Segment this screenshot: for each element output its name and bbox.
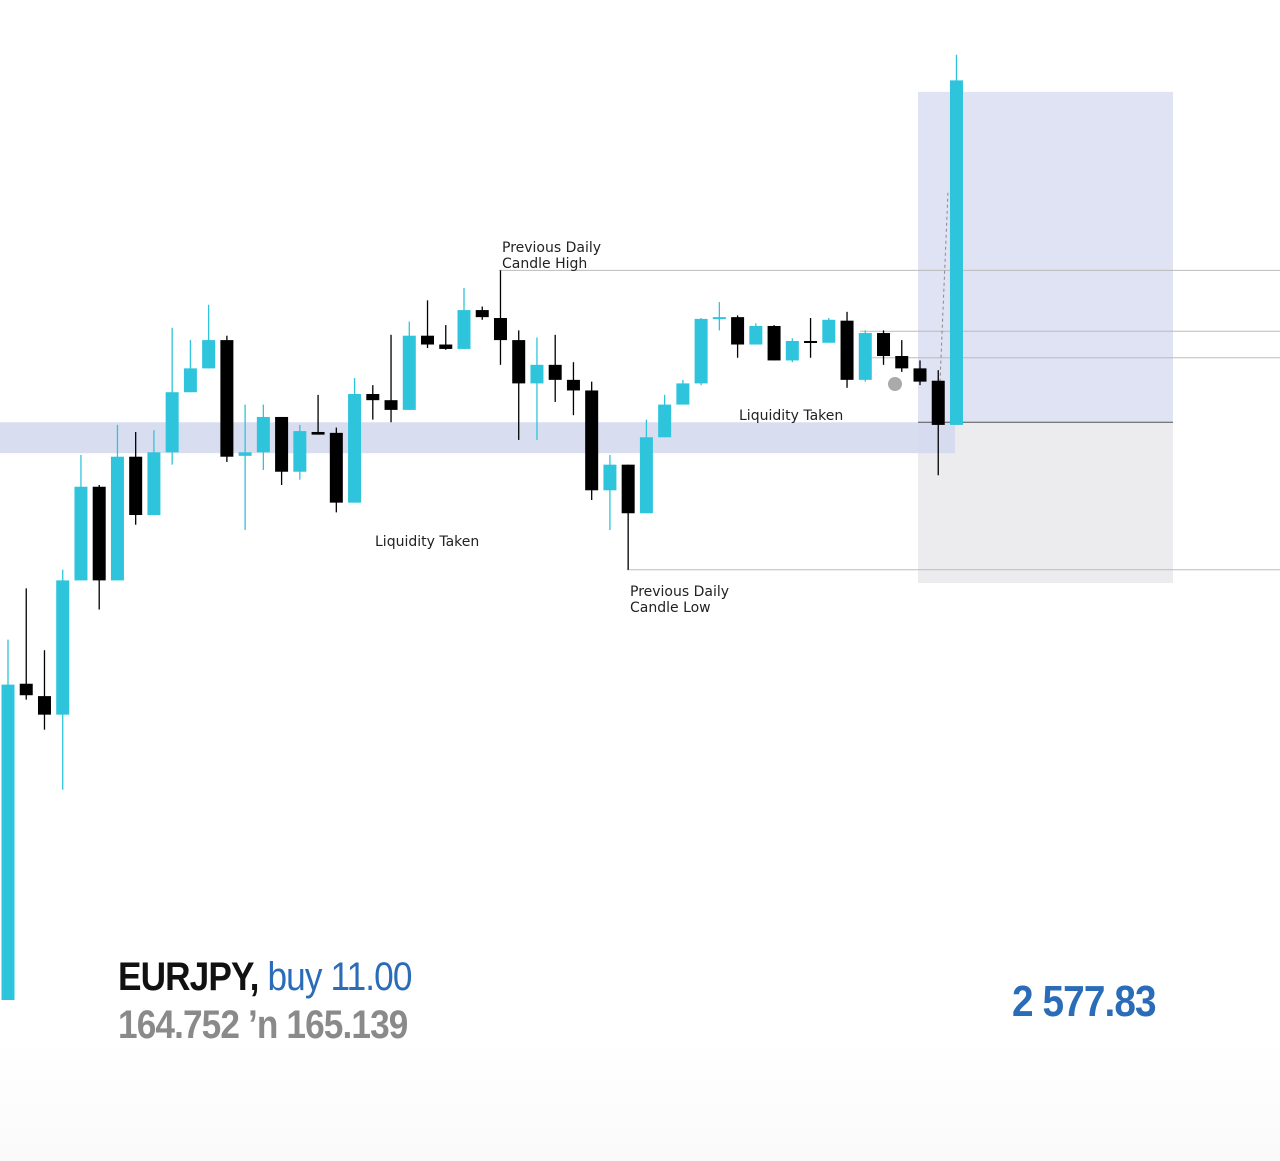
candle-body	[129, 456, 143, 516]
candle-body	[74, 486, 88, 581]
candle-body	[512, 340, 526, 384]
candle-body	[694, 318, 708, 384]
symbol: EURJPY,	[118, 955, 259, 999]
candle-body	[220, 340, 234, 457]
candle-body	[165, 392, 179, 453]
candle-body	[457, 310, 471, 349]
candle-body	[348, 393, 362, 503]
candle-body	[402, 335, 416, 410]
annotation: Liquidity Taken	[375, 534, 479, 550]
candle-body	[147, 452, 161, 516]
candle-body	[19, 683, 33, 696]
candle-body	[256, 416, 270, 453]
candle-body	[804, 340, 818, 343]
candle-body	[639, 437, 653, 514]
prices: 164.752 ʼn 165.139	[118, 1003, 408, 1047]
candle-body	[311, 431, 325, 435]
candle-body	[785, 340, 799, 361]
candle-body	[822, 319, 836, 343]
candle-body	[749, 325, 763, 345]
candle-body	[712, 317, 726, 320]
annotation: Candle Low	[630, 600, 711, 616]
candle-body	[731, 317, 745, 345]
candle-body	[37, 696, 51, 715]
candle-body	[92, 486, 106, 581]
candle-body	[621, 464, 635, 514]
candle-body	[110, 456, 124, 581]
candle-body	[1, 684, 15, 1000]
order-line: EURJPY, buy 11.00	[118, 955, 412, 1000]
candle-body	[293, 431, 307, 472]
candle-body	[275, 416, 289, 472]
order: buy 11.00	[267, 955, 412, 999]
candle-body	[56, 580, 70, 715]
candle-body	[840, 320, 854, 380]
candle-body	[658, 404, 672, 438]
candle-body	[913, 368, 927, 382]
marker-icon	[888, 377, 902, 391]
candle-body	[493, 318, 507, 341]
candle-body	[858, 333, 872, 380]
stop-zone	[918, 422, 1173, 584]
candle-body	[895, 356, 909, 369]
candle-body	[439, 344, 453, 349]
candle-body	[603, 464, 617, 491]
candle-body	[384, 400, 398, 410]
candle-body	[366, 393, 380, 401]
candle-body	[421, 335, 435, 345]
candle-body	[530, 364, 544, 384]
candle-body	[931, 380, 945, 425]
candle-body	[877, 333, 891, 357]
candle-body	[548, 364, 562, 380]
annotation: Candle High	[502, 256, 587, 272]
candle-body	[566, 379, 580, 391]
trade-link	[939, 191, 949, 382]
candle-body	[949, 80, 963, 425]
annotation: Liquidity Taken	[739, 408, 843, 424]
candle-body	[475, 310, 489, 318]
candle-body	[329, 432, 343, 503]
annotation: Previous Daily	[502, 240, 601, 256]
candle-body	[767, 325, 781, 361]
annotation: Previous Daily	[630, 584, 729, 600]
candle-body	[183, 368, 197, 393]
candle-body	[676, 383, 690, 405]
profit: 2 577.83	[1012, 977, 1157, 1026]
candle-body	[585, 390, 599, 491]
candle-body	[238, 452, 252, 456]
liquidity-zone	[0, 422, 955, 454]
candle-body	[202, 340, 216, 369]
